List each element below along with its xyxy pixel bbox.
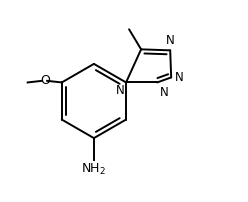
Text: N: N	[159, 86, 168, 99]
Text: N: N	[175, 71, 184, 84]
Text: O: O	[40, 74, 50, 87]
Text: NH$_2$: NH$_2$	[81, 162, 106, 177]
Text: N: N	[116, 84, 124, 97]
Text: N: N	[166, 35, 175, 47]
